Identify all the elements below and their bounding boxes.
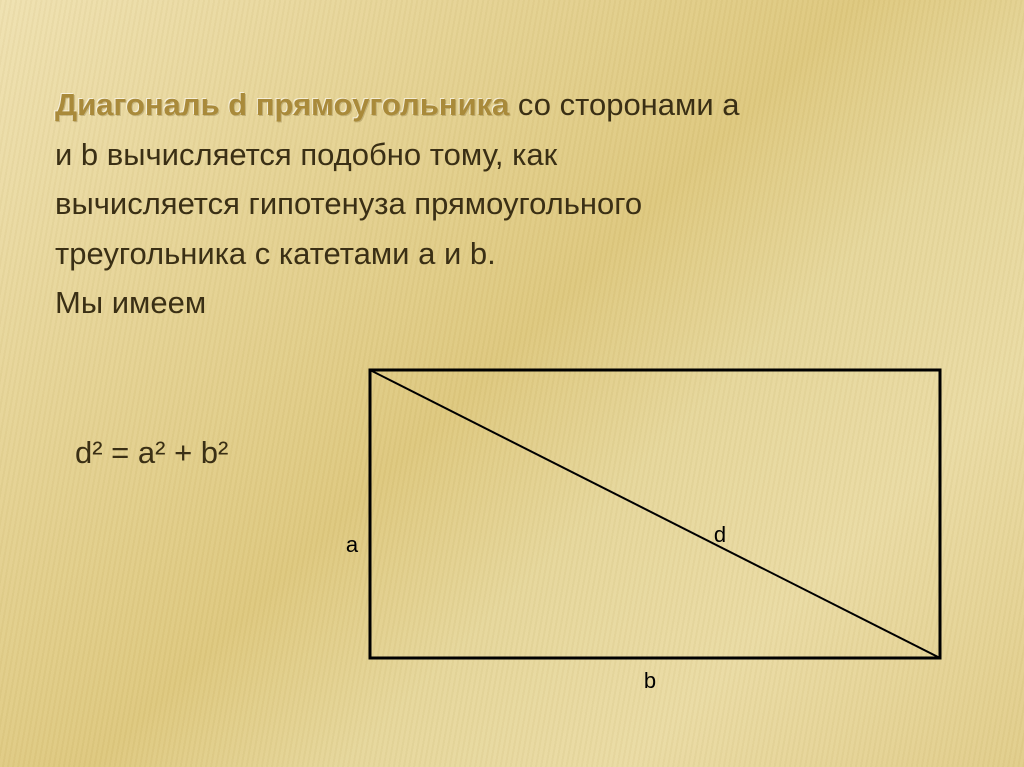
line2: и b вычисляется подобно тому, как — [55, 137, 557, 172]
label-d: d — [714, 522, 726, 547]
label-a: a — [346, 532, 359, 557]
paragraph: Диагональ d прямоугольника со сторонами … — [55, 80, 984, 328]
slide: Диагональ d прямоугольника со сторонами … — [0, 0, 1024, 767]
formula: d² = a² + b² — [75, 435, 228, 471]
text-block: Диагональ d прямоугольника со сторонами … — [55, 80, 984, 328]
line5: Мы имеем — [55, 285, 206, 320]
diagram-diagonal — [370, 370, 940, 658]
slide-heading-inline: Диагональ d прямоугольника — [55, 87, 509, 122]
rectangle-diagram: a b d — [300, 352, 960, 712]
line1-rest: со сторонами a — [509, 87, 739, 122]
label-b: b — [644, 668, 656, 693]
line4: треугольника с катетами a и b. — [55, 236, 496, 271]
line3: вычисляется гипотенуза прямоугольного — [55, 186, 642, 221]
diagram-svg: a b d — [300, 352, 960, 712]
